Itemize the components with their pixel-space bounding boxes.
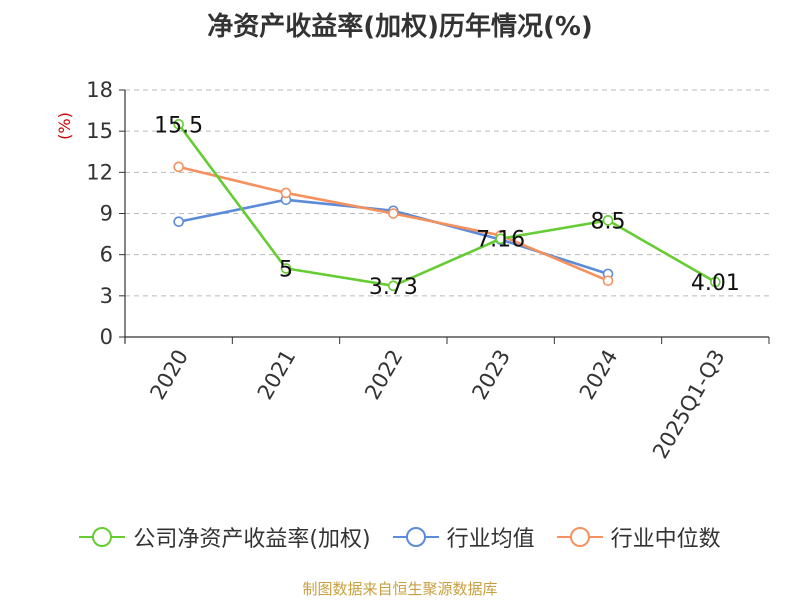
y-tick-label: 9 bbox=[100, 202, 113, 226]
x-tick-label: 2024 bbox=[575, 346, 623, 404]
x-tick-label: 2023 bbox=[467, 345, 515, 403]
data-point bbox=[280, 187, 292, 199]
legend-item-company[interactable]: 公司净资产收益率(加权) bbox=[79, 521, 371, 553]
y-tick-label: 6 bbox=[100, 243, 113, 267]
data-point bbox=[173, 216, 184, 228]
data-point bbox=[388, 208, 399, 219]
data-point bbox=[602, 275, 614, 287]
y-tick-label: 12 bbox=[86, 160, 113, 184]
x-tick-label: 2020 bbox=[145, 346, 193, 404]
data-point bbox=[388, 280, 399, 292]
data-label: 5 bbox=[279, 257, 293, 282]
y-axis-label: (%) bbox=[55, 112, 74, 140]
legend: 公司净资产收益率(加权) 行业均值 行业中位数 bbox=[0, 520, 800, 554]
legend-item-industry-avg[interactable]: 行业均值 bbox=[392, 521, 535, 553]
legend-label-industry-median: 行业中位数 bbox=[610, 527, 721, 552]
source-note: 制图数据来自恒生聚源数据库 bbox=[302, 580, 498, 598]
data-label: 7.16 bbox=[476, 228, 525, 253]
data-labels: 15.5 5 3.73 7.16 8.5 4.01 bbox=[154, 113, 740, 300]
legend-label-industry-avg: 行业均值 bbox=[446, 527, 535, 552]
x-tick-label: 2022 bbox=[360, 346, 408, 404]
y-tick-label: 3 bbox=[100, 284, 113, 308]
grid-lines bbox=[125, 89, 769, 297]
series-line bbox=[177, 123, 716, 288]
legend-label-company: 公司净资产收益率(加权) bbox=[133, 527, 371, 552]
legend-item-industry-median[interactable]: 行业中位数 bbox=[556, 521, 721, 553]
data-label: 4.01 bbox=[691, 271, 740, 296]
legend-marker-industry-avg bbox=[392, 527, 439, 547]
data-label: 8.5 bbox=[591, 209, 626, 234]
x-tick-label: 2021 bbox=[253, 346, 301, 404]
y-tick-label: 15 bbox=[86, 119, 113, 143]
data-label: 3.73 bbox=[369, 275, 418, 300]
data-point bbox=[280, 263, 292, 274]
data-point bbox=[173, 119, 184, 130]
data-point bbox=[495, 233, 506, 245]
chart-title: 净资产收益率(加权)历年情况(%) bbox=[207, 12, 593, 42]
x-tick-label: 2025Q1-Q3 bbox=[648, 346, 730, 463]
legend-marker-industry-median bbox=[556, 527, 603, 547]
y-tick-label: 18 bbox=[86, 78, 113, 102]
series-lines bbox=[173, 119, 721, 292]
data-label: 15.5 bbox=[154, 113, 203, 138]
legend-marker-company bbox=[79, 527, 126, 547]
data-point bbox=[173, 161, 184, 173]
data-point bbox=[602, 215, 614, 226]
y-tick-label: 0 bbox=[100, 325, 113, 349]
series-line bbox=[178, 165, 609, 282]
data-point bbox=[710, 276, 721, 288]
